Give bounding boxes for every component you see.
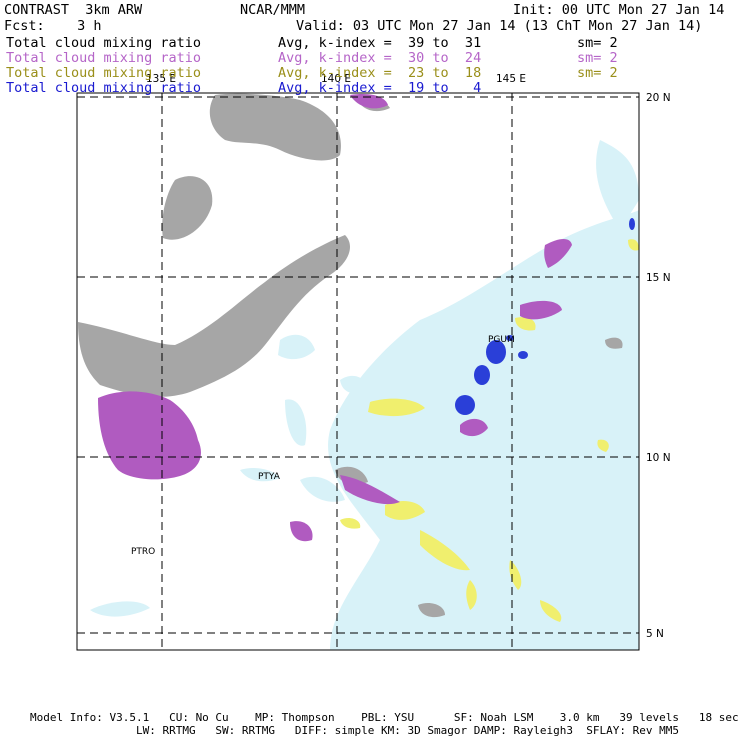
model-info-line1: Model Info: V3.5.1 CU: No Cu MP: Thompso… [30, 711, 739, 724]
lat-label-5n: 5 N [646, 628, 664, 640]
field-0-name: Total cloud mixing ratio [6, 35, 202, 51]
lon-label-135e: 135 E [146, 73, 176, 85]
lat-label-10n: 10 N [646, 452, 671, 464]
model-info-line2: LW: RRTMG SW: RRTMG DIFF: simple KM: 3D … [30, 724, 680, 737]
lon-label-145e: 145 E [496, 73, 526, 85]
forecast-hour: Fcst: 3 h [4, 18, 102, 34]
field-2-stat: Avg, k-index = 23 to 18 [278, 65, 482, 81]
field-0-stat: Avg, k-index = 39 to 31 [278, 35, 482, 51]
lat-label-15n: 15 N [646, 272, 671, 284]
field-0-sm: sm= 2 [577, 35, 618, 51]
low-cloud-field [340, 239, 639, 622]
field-3-name: Total cloud mixing ratio [6, 80, 202, 96]
model-title: CONTRAST 3km ARW [4, 2, 143, 18]
field-3-stat: Avg, k-index = 19 to 4 [278, 80, 482, 96]
deep-convection-field [455, 218, 635, 415]
field-2-sm: sm= 2 [577, 65, 618, 81]
field-1-stat: Avg, k-index = 30 to 24 [278, 50, 482, 66]
lat-lon-grid [77, 93, 639, 650]
lon-label-140e: 140 E [321, 73, 351, 85]
lat-label-20n: 20 N [646, 92, 671, 104]
field-1-sm: sm= 2 [577, 50, 618, 66]
station-ptro: PTRO [131, 547, 155, 557]
center-title: NCAR/MMM [240, 2, 306, 18]
station-ptya: PTYA [258, 472, 281, 482]
field-1-name: Total cloud mixing ratio [6, 50, 202, 66]
valid-time: Valid: 03 UTC Mon 27 Jan 14 (13 ChT Mon … [296, 18, 703, 34]
station-pgum: PGUM [488, 335, 515, 345]
map-frame [76, 92, 640, 651]
field-2-name: Total cloud mixing ratio [6, 65, 202, 81]
init-time: Init: 00 UTC Mon 27 Jan 14 [513, 2, 725, 18]
